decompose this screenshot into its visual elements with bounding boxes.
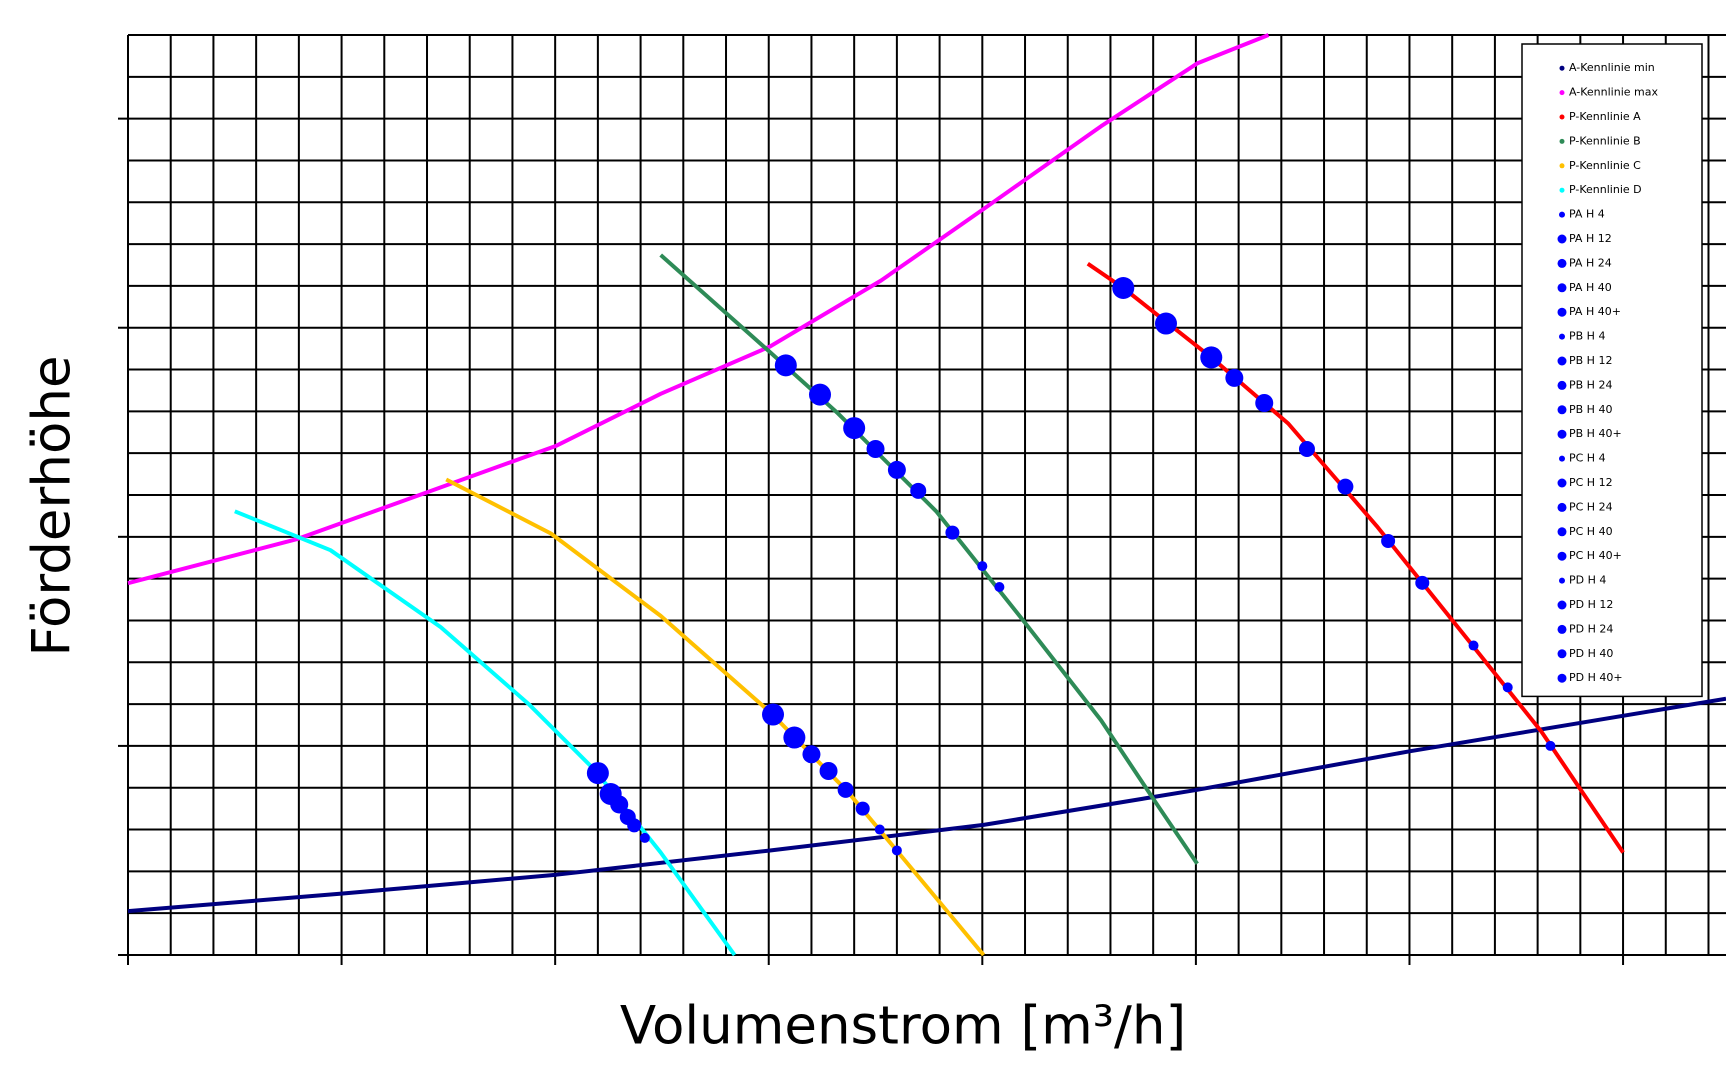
legend-label: A-Kennlinie max bbox=[1569, 86, 1658, 99]
legend-marker bbox=[1557, 649, 1567, 659]
legend-marker bbox=[1559, 114, 1565, 120]
legend-label: P-Kennlinie B bbox=[1569, 134, 1641, 147]
legend-marker bbox=[1557, 429, 1567, 439]
data-point bbox=[843, 417, 866, 440]
data-point bbox=[945, 525, 960, 540]
legend-marker bbox=[1557, 283, 1567, 293]
data-point bbox=[1502, 682, 1513, 693]
data-point bbox=[586, 762, 609, 785]
legend-marker bbox=[1559, 333, 1565, 340]
data-point bbox=[599, 783, 622, 805]
data-point bbox=[910, 482, 927, 499]
x-axis-title: Volumenstrom [m³/h] bbox=[620, 996, 1186, 1057]
legend-label: P-Kennlinie D bbox=[1569, 183, 1642, 196]
legend-marker bbox=[1559, 163, 1565, 169]
legend-box bbox=[1521, 43, 1703, 698]
legend-label: PB H 24 bbox=[1569, 378, 1612, 391]
legend-marker bbox=[1557, 527, 1567, 537]
legend-label: PD H 4 bbox=[1569, 574, 1606, 587]
data-point bbox=[837, 781, 854, 798]
data-point bbox=[874, 824, 885, 835]
legend-marker bbox=[1559, 65, 1565, 71]
legend-marker bbox=[1557, 502, 1567, 512]
legend-label: P-Kennlinie C bbox=[1569, 159, 1641, 172]
legend-label: PA H 40 bbox=[1569, 281, 1612, 294]
legend-label: PC H 12 bbox=[1569, 476, 1613, 489]
legend-label: P-Kennlinie A bbox=[1569, 110, 1641, 123]
legend-label: PD H 12 bbox=[1569, 598, 1613, 611]
legend-label: PD H 24 bbox=[1569, 622, 1613, 635]
series-line bbox=[234, 509, 737, 957]
data-point bbox=[762, 703, 785, 726]
series-line bbox=[127, 33, 1270, 586]
legend-marker bbox=[1559, 138, 1565, 144]
series-line bbox=[445, 477, 986, 957]
legend-label: PB H 40+ bbox=[1569, 427, 1622, 440]
data-point bbox=[866, 440, 885, 458]
legend-label: PC H 24 bbox=[1569, 500, 1613, 513]
data-point bbox=[1200, 346, 1223, 369]
legend-marker bbox=[1557, 551, 1567, 561]
data-point bbox=[855, 801, 870, 816]
data-point bbox=[808, 383, 831, 406]
data-point bbox=[977, 561, 988, 572]
legend-label: PC H 4 bbox=[1569, 452, 1606, 465]
data-point bbox=[1298, 441, 1315, 457]
legend-marker bbox=[1559, 211, 1565, 218]
data-point bbox=[1337, 478, 1354, 495]
legend-label: PA H 4 bbox=[1569, 208, 1605, 221]
data-point bbox=[819, 762, 838, 780]
series-line bbox=[659, 253, 1199, 865]
legend-marker bbox=[1557, 234, 1567, 244]
data-point bbox=[994, 582, 1005, 592]
data-point bbox=[1225, 368, 1244, 387]
legend-marker bbox=[1557, 405, 1567, 415]
data-point bbox=[619, 809, 636, 825]
data-point bbox=[1468, 640, 1479, 651]
data-point bbox=[1255, 394, 1274, 412]
legend-marker bbox=[1557, 600, 1567, 610]
legend-label: PA H 24 bbox=[1569, 256, 1612, 269]
legend-marker bbox=[1557, 380, 1567, 390]
data-point bbox=[891, 845, 902, 856]
legend-marker bbox=[1559, 90, 1565, 96]
data-point bbox=[774, 354, 797, 377]
legend-label: PB H 12 bbox=[1569, 354, 1612, 367]
data-point bbox=[783, 726, 806, 749]
legend-marker bbox=[1557, 624, 1567, 634]
legend-label: A-Kennlinie min bbox=[1569, 61, 1655, 74]
y-axis-title: Förderhöhe bbox=[22, 355, 83, 656]
data-point bbox=[802, 745, 821, 764]
legend-label: PB H 4 bbox=[1569, 330, 1605, 343]
legend-marker bbox=[1559, 455, 1565, 462]
data-point bbox=[639, 832, 650, 843]
legend-label: PB H 40 bbox=[1569, 403, 1612, 416]
legend-marker bbox=[1557, 258, 1567, 268]
legend-label: PA H 12 bbox=[1569, 232, 1612, 245]
legend-label: PC H 40+ bbox=[1569, 549, 1622, 562]
data-point bbox=[1381, 534, 1396, 548]
legend-marker bbox=[1559, 577, 1565, 584]
series-line bbox=[127, 696, 1726, 914]
series-line bbox=[1086, 262, 1625, 854]
legend-marker bbox=[1557, 478, 1567, 488]
legend-label: PC H 40 bbox=[1569, 525, 1613, 538]
data-point bbox=[1112, 277, 1135, 299]
legend-label: PA H 40+ bbox=[1569, 305, 1621, 318]
legend-label: PD H 40+ bbox=[1569, 671, 1623, 684]
legend-marker bbox=[1557, 307, 1567, 317]
legend-marker bbox=[1557, 356, 1567, 366]
legend-marker bbox=[1559, 187, 1565, 193]
data-point bbox=[887, 460, 906, 479]
data-point bbox=[1415, 575, 1430, 590]
legend-label: PD H 40 bbox=[1569, 647, 1613, 660]
legend-marker bbox=[1557, 673, 1567, 683]
data-point bbox=[1545, 740, 1556, 751]
data-point bbox=[1154, 312, 1177, 335]
